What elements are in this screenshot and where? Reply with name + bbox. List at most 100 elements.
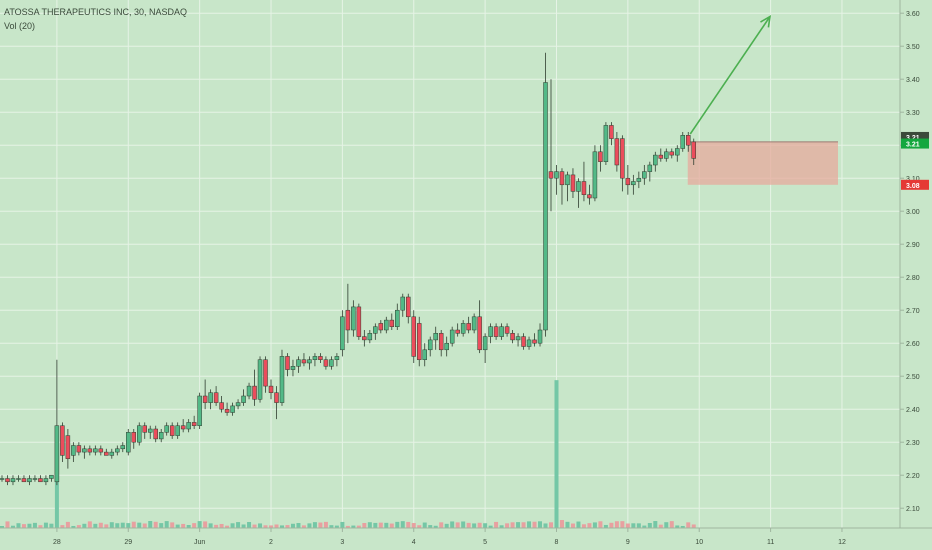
candle-series — [0, 52, 696, 486]
candle-body — [126, 432, 131, 453]
candle-body — [614, 138, 620, 166]
volume-bar — [686, 522, 691, 528]
volume-bar — [428, 525, 433, 528]
y-tick-label: 3.00 — [906, 209, 920, 216]
candle-body — [54, 425, 60, 483]
candle-body — [603, 125, 609, 162]
volume-bar — [532, 521, 537, 528]
candle-body — [548, 171, 554, 179]
candle-body — [137, 425, 142, 443]
candle-body — [329, 359, 334, 367]
candle-body — [340, 316, 345, 351]
price-label-stop-bg — [901, 179, 929, 190]
volume-bar — [159, 523, 164, 528]
candle-body — [32, 478, 38, 480]
candle-body — [526, 339, 532, 347]
volume-bar — [10, 525, 15, 528]
price-label-box-top-bg — [901, 131, 929, 142]
volume-bar — [516, 522, 521, 528]
candle-body — [625, 177, 631, 186]
volume-bar — [32, 522, 37, 528]
volume-bar — [455, 522, 460, 528]
volume-bar — [636, 523, 641, 528]
price-label-current-bg — [901, 138, 929, 149]
volume-bar — [258, 523, 263, 528]
volume-bar — [664, 522, 669, 528]
candle-body — [477, 316, 482, 351]
candle-body — [427, 339, 433, 351]
candle-body — [466, 323, 471, 331]
candle-body — [301, 359, 307, 364]
time-axis[interactable]: 28 29 Jun 2 3 4 5 8 9 10 11 12 — [0, 527, 932, 546]
candle-body — [43, 478, 49, 483]
volume-bar — [422, 522, 427, 528]
volume-bar — [296, 523, 301, 528]
volume-bar — [576, 521, 581, 528]
y-tick-label: 2.40 — [906, 407, 920, 414]
candle-body — [263, 359, 268, 387]
volume-bar — [417, 525, 422, 528]
volume-bar — [269, 525, 274, 528]
candle-body — [422, 349, 427, 360]
candle-body — [636, 177, 642, 182]
volume-bar — [263, 525, 268, 528]
candle-body — [554, 171, 559, 179]
price-axis[interactable]: 3.603.503.403.303.203.103.002.902.802.70… — [899, 0, 920, 528]
volume-bar — [559, 520, 564, 528]
candle-body — [504, 326, 510, 334]
volume-bar — [192, 523, 197, 528]
volume-bar — [510, 522, 515, 528]
symbol-title[interactable]: ATOSSA THERAPEUTICS INC, 30, NASDAQ — [4, 7, 188, 17]
volume-bar — [181, 523, 186, 528]
volume-bar — [203, 521, 208, 528]
candle-body — [642, 171, 647, 179]
y-tick-label: 2.90 — [906, 242, 920, 249]
candle-body — [120, 445, 126, 450]
volume-bar — [472, 523, 477, 528]
volume-bar — [675, 525, 680, 528]
candle-body — [351, 306, 356, 331]
volume-bar — [38, 525, 43, 528]
volume-bar — [252, 524, 257, 528]
volume-bar — [439, 522, 444, 528]
volume-bar — [120, 522, 125, 528]
candle-body — [27, 478, 32, 483]
volume-bar — [642, 525, 647, 528]
volume-bar — [549, 522, 553, 528]
volume-bar — [279, 525, 284, 528]
volume-bar — [43, 522, 48, 528]
candle-body — [395, 309, 400, 327]
candle-body — [373, 326, 378, 334]
y-tick-label: 3.60 — [906, 11, 920, 18]
candle-body — [631, 181, 636, 186]
volume-bar — [318, 522, 323, 528]
candle-body — [98, 448, 104, 453]
candle-body — [334, 356, 340, 360]
target-arrow-head — [760, 14, 772, 28]
x-tick-label: 12 — [838, 539, 846, 546]
x-tick-label: 11 — [767, 539, 774, 546]
volume-indicator-label[interactable]: Vol (20) — [4, 21, 36, 31]
candle-body — [460, 323, 466, 334]
candle-body — [296, 359, 301, 367]
volume-bar — [625, 523, 630, 528]
candle-body — [345, 309, 351, 331]
volume-bar — [93, 523, 98, 528]
volume-bar — [247, 522, 252, 528]
y-tick-label: 2.60 — [906, 341, 920, 348]
volume-bar — [186, 524, 191, 528]
volume-bar — [214, 524, 219, 528]
candle-body — [471, 316, 477, 331]
x-tick-label: 8 — [555, 539, 559, 546]
candle-body — [680, 135, 686, 149]
candle-body — [559, 171, 565, 186]
candle-body — [153, 428, 158, 440]
candle-body — [488, 326, 493, 337]
volume-bar — [87, 521, 92, 528]
price-labels: 3.213.21 3.08 — [901, 131, 929, 190]
volume-bar — [131, 521, 136, 528]
volume-bar — [170, 522, 175, 528]
candle-body — [93, 448, 98, 453]
annotations-front — [689, 14, 772, 135]
